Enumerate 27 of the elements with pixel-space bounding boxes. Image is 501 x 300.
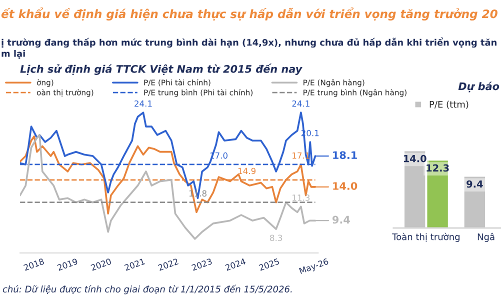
x-tick-label: Toàn thị trường	[392, 232, 460, 242]
x-tick-label: 2021	[124, 258, 146, 271]
annotation: 9.4	[332, 216, 350, 224]
annotation: 14.9	[238, 168, 256, 174]
annotation: 11.3	[292, 194, 310, 201]
chart-subtitle: ị trường đang thấp hơn mức trung bình dài hạn (14,9x), nhưng chưa đủ hấp dẫn khi triển vọng tăn m lại	[2, 38, 496, 59]
annotation: 18.1	[333, 151, 357, 160]
chart-title: ết khẩu về định giá hiện chưa thực sự hấp dẫn với triển vọng tăng trưởng 20	[1, 8, 498, 21]
x-tick-label: 2023	[191, 258, 212, 271]
x-tick-label: 2020	[90, 258, 112, 271]
text: chú: Dữ liệu được tính cho giai đoạn từ 1/1/2015 đến 15/5/2026.	[2, 284, 292, 294]
data-label: 14.0	[404, 154, 426, 162]
annotation: 24.1	[134, 100, 152, 107]
annotation: 14.0	[333, 182, 358, 190]
x-tick-label: Ngâ	[478, 232, 494, 242]
annotation: 24.1	[292, 100, 310, 107]
legend-label: P/E (ttm)	[430, 100, 468, 109]
x-tick-label: 2024	[224, 258, 246, 271]
data-label: 9.4	[466, 180, 483, 188]
text: Lịch sử định giá TTCK Việt Nam từ 2015 đến nay	[20, 64, 302, 75]
x-tick-label: 2022	[158, 258, 179, 271]
annotation: 8.3	[270, 234, 282, 242]
x-tick-label: 2019	[56, 258, 78, 271]
x-tick-label: 2025	[258, 258, 280, 271]
chart-title: Dự báo	[458, 82, 500, 92]
data-label: 12.3	[426, 164, 449, 172]
x-tick-label: 2018	[23, 258, 44, 271]
